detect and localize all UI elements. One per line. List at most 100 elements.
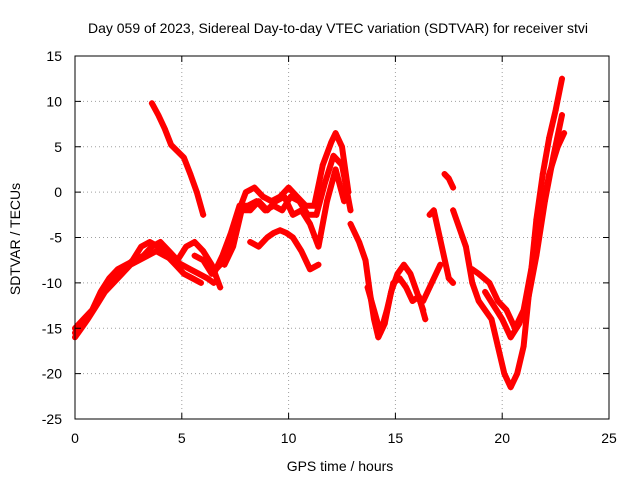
data-point [430, 207, 437, 214]
series-trace [148, 100, 207, 218]
data-point [420, 298, 427, 305]
data-point [520, 343, 527, 350]
data-point [221, 261, 228, 268]
data-point [403, 284, 410, 291]
series-trace [441, 171, 457, 191]
data-point [283, 229, 290, 236]
y-tick-label: -15 [42, 320, 62, 336]
data-point [198, 279, 205, 286]
series-11 [420, 261, 444, 305]
data-point [313, 211, 320, 218]
data-point [486, 279, 493, 286]
data-point [400, 261, 407, 268]
data-point [172, 261, 179, 268]
data-point [394, 270, 401, 277]
data-point [347, 220, 354, 227]
data-point [78, 320, 85, 327]
series-trace [72, 239, 204, 336]
data-point [285, 184, 292, 191]
data-point [339, 143, 345, 150]
data-point [450, 207, 457, 214]
data-point [426, 211, 433, 218]
series-16 [469, 130, 568, 332]
data-point [210, 270, 217, 277]
series-4 [148, 100, 207, 218]
data-point [450, 184, 457, 191]
data-point [106, 275, 113, 282]
data-point [236, 202, 243, 209]
data-point [462, 243, 469, 250]
data-point [559, 75, 566, 82]
data-point [138, 243, 145, 250]
y-tick-label: 0 [54, 184, 62, 200]
data-point [168, 141, 175, 148]
data-point [195, 270, 202, 277]
data-point [289, 234, 296, 241]
data-point [482, 288, 489, 295]
series-1 [72, 248, 217, 341]
data-point [259, 193, 266, 200]
data-point [501, 370, 508, 377]
data-point [445, 175, 452, 182]
data-point [415, 293, 422, 300]
data-point [514, 370, 521, 377]
x-tick-label: 20 [494, 430, 510, 446]
data-point [219, 252, 226, 259]
y-tick-label: -20 [42, 366, 62, 382]
data-point [347, 207, 354, 214]
x-tick-label: 5 [178, 430, 186, 446]
data-point [332, 130, 339, 137]
data-point [306, 220, 313, 227]
data-point [238, 207, 245, 214]
data-point [377, 329, 384, 336]
data-point [174, 148, 181, 155]
data-point [178, 261, 185, 268]
data-point [409, 298, 416, 305]
data-point [112, 275, 119, 282]
data-point [503, 307, 510, 314]
data-point [247, 239, 254, 246]
data-point [413, 288, 420, 295]
series-trace [426, 207, 457, 286]
data-point [86, 311, 93, 318]
data-point [255, 243, 262, 250]
data-point [441, 170, 448, 177]
data-point [324, 198, 331, 205]
series-7 [221, 166, 348, 268]
series-9 [347, 220, 427, 341]
series-14 [450, 75, 566, 391]
data-point [552, 107, 559, 114]
data-point [445, 275, 452, 282]
series-trace [364, 275, 429, 336]
data-point [247, 207, 254, 214]
data-point [187, 266, 194, 273]
series-trace [210, 152, 354, 277]
data-point [157, 239, 164, 246]
data-point [426, 284, 433, 291]
data-point [315, 243, 322, 250]
data-point [242, 189, 249, 196]
data-point [187, 170, 194, 177]
chart-title: Day 059 of 2023, Sidereal Day-to-day VTE… [88, 20, 588, 36]
data-point [554, 143, 561, 150]
data-point [191, 239, 198, 246]
data-marks [72, 75, 568, 391]
data-point [447, 180, 454, 187]
y-tick-label: 10 [46, 93, 62, 109]
data-point [529, 261, 536, 268]
data-point [279, 207, 286, 214]
series-trace [469, 130, 568, 332]
data-point [450, 279, 457, 286]
data-point [490, 302, 497, 309]
data-point [456, 225, 463, 232]
data-point [520, 307, 527, 314]
data-point [328, 139, 335, 146]
series-3 [72, 239, 205, 336]
data-point [407, 270, 414, 277]
data-point [264, 207, 271, 214]
x-tick-label: 15 [388, 430, 404, 446]
data-point [163, 252, 170, 259]
data-point [180, 270, 187, 277]
series-13 [426, 207, 457, 286]
data-point [499, 316, 506, 323]
